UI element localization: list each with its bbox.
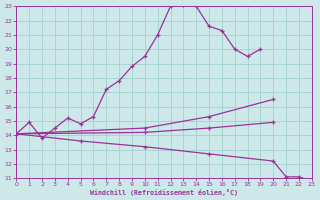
X-axis label: Windchill (Refroidissement éolien,°C): Windchill (Refroidissement éolien,°C) — [90, 189, 238, 196]
